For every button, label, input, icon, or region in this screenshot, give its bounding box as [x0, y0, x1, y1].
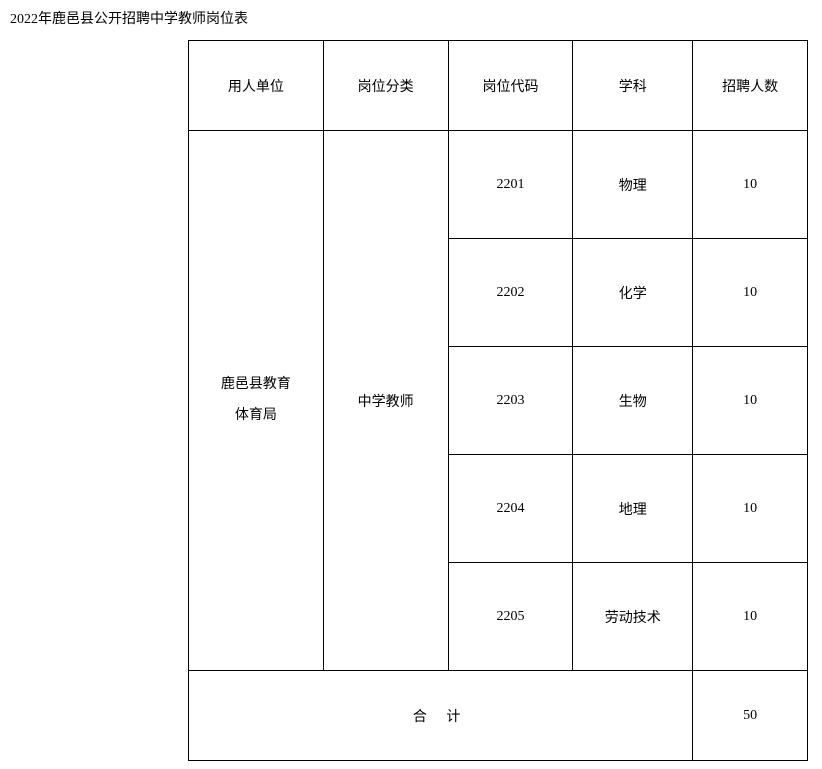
positions-table: 用人单位 岗位分类 岗位代码 学科 招聘人数 鹿邑县教育 体育局 中学教师 22… — [188, 40, 808, 761]
header-category: 岗位分类 — [323, 41, 448, 131]
subject-cell: 劳动技术 — [573, 563, 693, 671]
total-label: 合 计 — [413, 710, 469, 725]
header-employer: 用人单位 — [189, 41, 324, 131]
employer-line2: 体育局 — [189, 401, 323, 432]
table-row: 鹿邑县教育 体育局 中学教师 2201 物理 10 — [189, 131, 808, 239]
subject-cell: 生物 — [573, 347, 693, 455]
total-row: 合 计 50 — [189, 671, 808, 761]
employer-line1: 鹿邑县教育 — [189, 370, 323, 401]
count-cell: 10 — [693, 131, 808, 239]
count-cell: 10 — [693, 563, 808, 671]
code-cell: 2205 — [448, 563, 573, 671]
code-cell: 2201 — [448, 131, 573, 239]
page-title: 2022年鹿邑县公开招聘中学教师岗位表 — [10, 8, 814, 28]
employer-cell: 鹿邑县教育 体育局 — [189, 131, 324, 671]
count-cell: 10 — [693, 239, 808, 347]
category-cell: 中学教师 — [323, 131, 448, 671]
header-count: 招聘人数 — [693, 41, 808, 131]
table-container: 用人单位 岗位分类 岗位代码 学科 招聘人数 鹿邑县教育 体育局 中学教师 22… — [188, 40, 814, 761]
code-cell: 2202 — [448, 239, 573, 347]
count-cell: 10 — [693, 347, 808, 455]
total-label-cell: 合 计 — [189, 671, 693, 761]
header-row: 用人单位 岗位分类 岗位代码 学科 招聘人数 — [189, 41, 808, 131]
subject-cell: 地理 — [573, 455, 693, 563]
total-count-cell: 50 — [693, 671, 808, 761]
subject-cell: 化学 — [573, 239, 693, 347]
code-cell: 2203 — [448, 347, 573, 455]
header-code: 岗位代码 — [448, 41, 573, 131]
count-cell: 10 — [693, 455, 808, 563]
subject-cell: 物理 — [573, 131, 693, 239]
code-cell: 2204 — [448, 455, 573, 563]
header-subject: 学科 — [573, 41, 693, 131]
